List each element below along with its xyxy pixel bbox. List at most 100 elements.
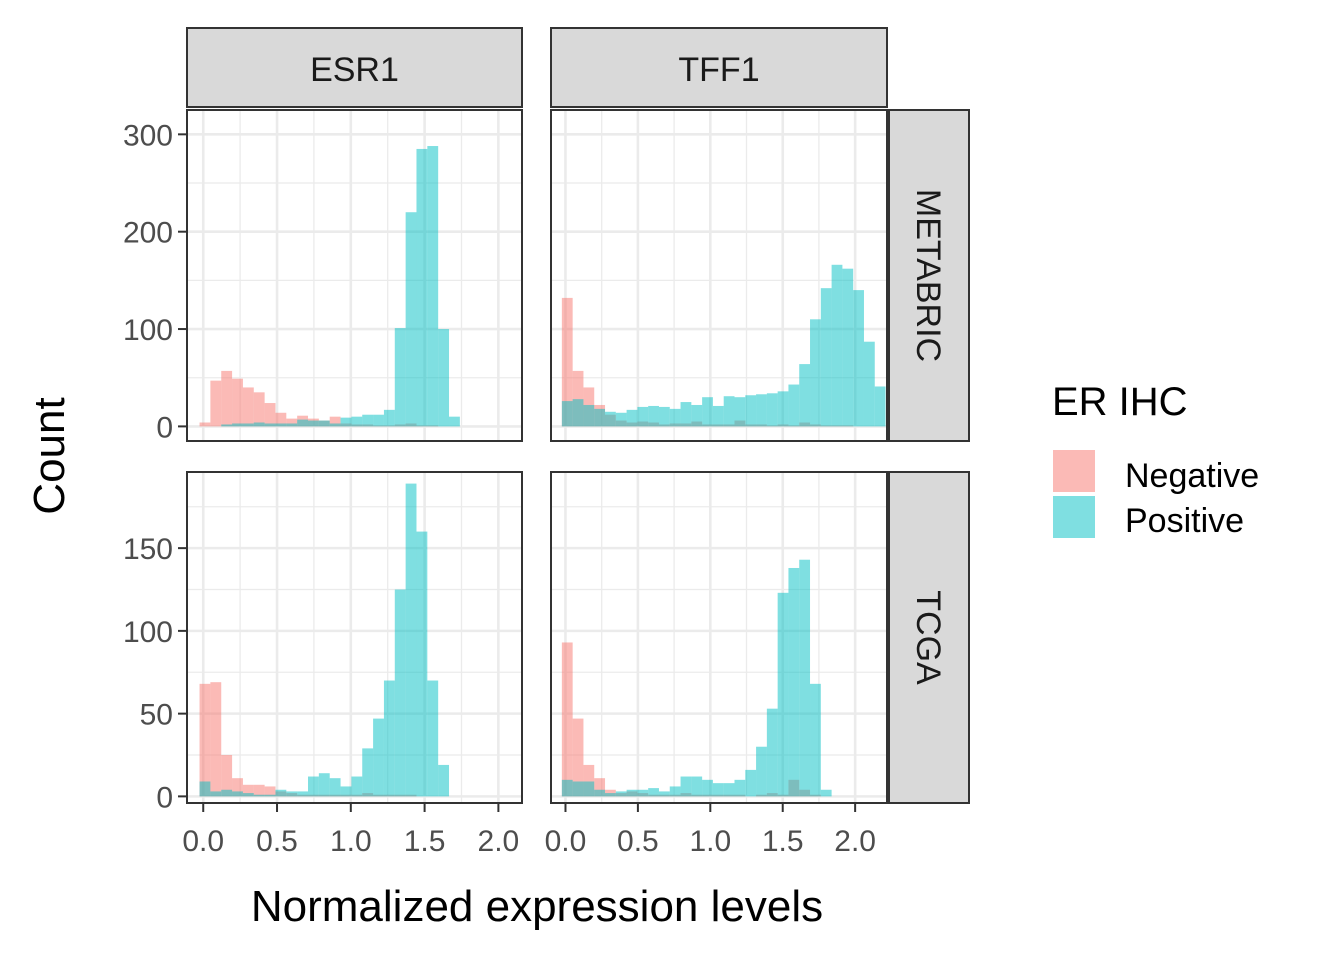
series-positive xyxy=(561,264,886,427)
bar-positive xyxy=(232,423,243,427)
bar-positive xyxy=(691,404,703,427)
bar-positive xyxy=(712,405,724,427)
bar-positive xyxy=(340,417,352,427)
y-tick-label: 100 xyxy=(123,616,173,649)
bar-positive xyxy=(561,401,573,427)
bar-positive xyxy=(658,791,670,797)
facet-strip-tff1: TFF1 xyxy=(550,27,888,108)
bar-positive xyxy=(297,791,309,797)
bar-positive xyxy=(318,420,330,427)
bar-negative xyxy=(286,418,298,427)
bar-positive xyxy=(637,406,649,427)
bar-positive xyxy=(242,793,254,797)
bar-positive xyxy=(863,341,875,427)
bar-negative xyxy=(572,370,584,427)
x-tick-label: 1.0 xyxy=(330,825,372,858)
bar-positive xyxy=(405,483,417,797)
bar-positive xyxy=(691,776,703,797)
bar-negative xyxy=(221,370,233,427)
x-tick-label: 2.0 xyxy=(478,825,520,858)
bar-positive xyxy=(362,748,374,797)
y-axis-title: Count xyxy=(25,397,74,514)
strip-label-tff1: TFF1 xyxy=(678,51,759,89)
facet-strip-tcga: TCGA xyxy=(888,471,970,804)
bar-negative xyxy=(253,392,265,427)
bar-positive xyxy=(615,412,627,427)
bar-positive xyxy=(264,794,276,797)
bar-positive xyxy=(745,769,757,797)
x-axis-esr1: 0.0 0.5 1.0 1.5 2.0 xyxy=(182,803,519,858)
bar-positive xyxy=(605,411,616,427)
bar-positive xyxy=(210,791,222,797)
y-tick-label: 300 xyxy=(123,119,173,152)
bar-positive xyxy=(416,531,428,797)
bar-positive xyxy=(756,394,767,427)
x-tick-label: 0.0 xyxy=(182,825,224,858)
bar-negative xyxy=(329,416,341,427)
bar-positive xyxy=(658,406,670,427)
bar-positive xyxy=(637,789,649,797)
x-tick-label: 0.5 xyxy=(617,825,659,858)
bar-negative xyxy=(253,784,265,797)
bar-positive xyxy=(810,683,821,797)
bar-positive xyxy=(405,212,417,427)
bar-positive xyxy=(853,290,864,427)
bar-positive xyxy=(373,718,384,797)
panel-metabric-esr1: 0 100 200 300 xyxy=(123,109,523,444)
bar-positive xyxy=(766,393,778,427)
panel-border xyxy=(550,471,888,804)
strip-label-metabric: METABRIC xyxy=(909,189,947,362)
y-tick-label: 0 xyxy=(156,781,173,814)
bar-positive xyxy=(799,364,811,427)
bar-positive xyxy=(820,288,832,427)
x-axis-title: Normalized expression levels xyxy=(251,882,823,931)
bar-positive xyxy=(680,402,692,427)
bar-positive xyxy=(221,789,233,797)
bar-positive xyxy=(777,391,789,427)
bar-positive xyxy=(712,783,724,797)
bar-positive xyxy=(297,419,309,427)
bar-positive xyxy=(383,409,395,427)
bar-positive xyxy=(766,708,778,797)
x-tick-label: 0.0 xyxy=(545,825,587,858)
panel-background xyxy=(551,472,887,803)
bar-positive xyxy=(594,408,606,427)
histogram-bars xyxy=(199,146,460,427)
bar-positive xyxy=(449,416,460,427)
bar-positive xyxy=(242,423,254,427)
bar-positive xyxy=(427,146,439,427)
x-tick-label: 1.5 xyxy=(404,825,446,858)
panel-tcga-esr1: 0 50 100 150 0.0 0.5 1.0 1.5 2.0 xyxy=(123,471,523,858)
bar-negative xyxy=(583,764,595,797)
y-tick-label: 150 xyxy=(123,533,173,566)
bar-positive xyxy=(788,384,800,427)
bar-negative xyxy=(264,786,276,797)
legend-key-positive xyxy=(1053,496,1095,538)
histogram-bars xyxy=(561,559,832,797)
bar-positive xyxy=(680,776,692,797)
bar-positive xyxy=(221,424,233,427)
bar-negative xyxy=(210,380,222,427)
bar-positive xyxy=(199,781,211,797)
bar-positive xyxy=(362,414,374,427)
bar-negative xyxy=(242,387,254,427)
bar-positive xyxy=(416,148,428,427)
bar-negative xyxy=(242,784,254,797)
y-tick-label: 100 xyxy=(123,314,173,347)
bar-positive xyxy=(734,397,746,427)
y-axis-tcga: 0 50 100 150 xyxy=(123,533,187,814)
histogram-bars xyxy=(561,264,886,427)
panel-border xyxy=(186,109,523,442)
bar-positive xyxy=(702,779,713,797)
bar-positive xyxy=(648,405,659,427)
bar-positive xyxy=(394,328,406,427)
strip-label-esr1: ESR1 xyxy=(310,51,399,89)
bar-negative xyxy=(232,378,243,427)
legend-label-negative: Negative xyxy=(1125,457,1259,495)
bar-positive xyxy=(723,783,735,797)
x-tick-label: 1.5 xyxy=(762,825,804,858)
bar-positive xyxy=(329,778,341,797)
bar-positive xyxy=(383,680,395,797)
bar-positive xyxy=(427,680,439,797)
bar-positive xyxy=(438,329,450,427)
